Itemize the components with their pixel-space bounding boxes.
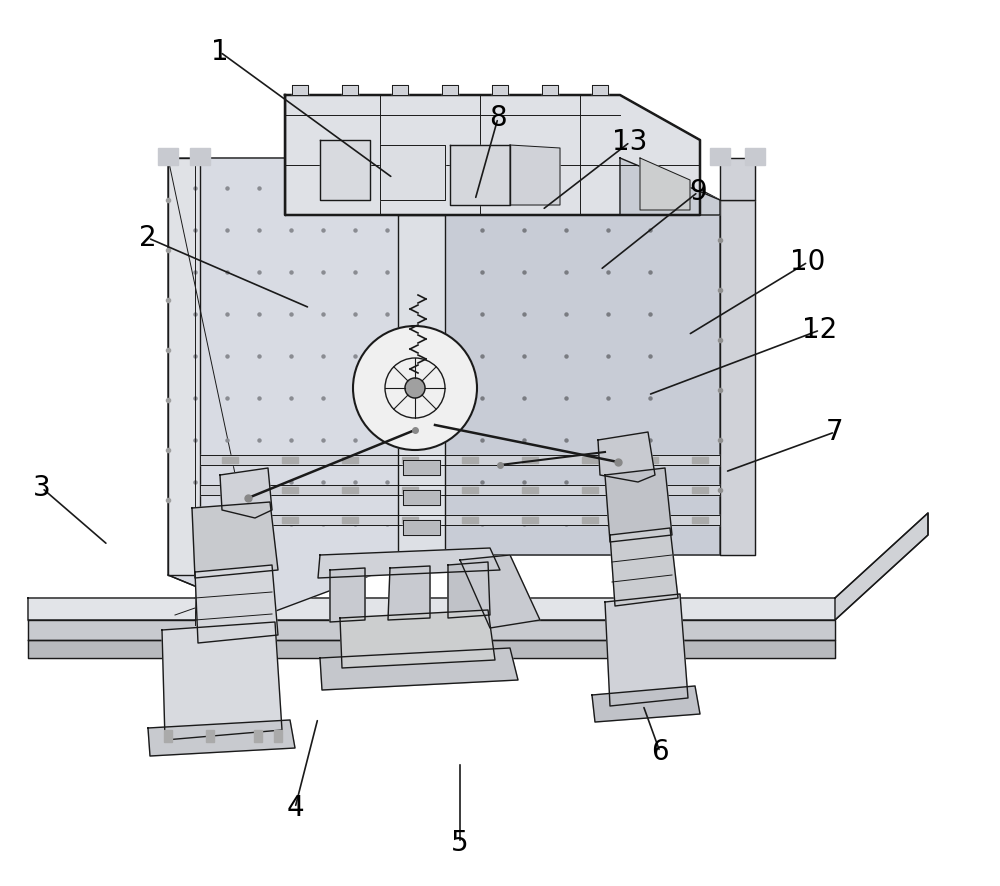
Polygon shape xyxy=(274,730,282,742)
Polygon shape xyxy=(206,730,214,742)
Polygon shape xyxy=(320,140,370,200)
Polygon shape xyxy=(605,468,672,542)
Polygon shape xyxy=(620,158,720,215)
Polygon shape xyxy=(745,148,765,165)
Polygon shape xyxy=(522,517,538,523)
Polygon shape xyxy=(28,640,835,658)
Polygon shape xyxy=(254,730,262,742)
Polygon shape xyxy=(285,95,700,215)
Polygon shape xyxy=(330,568,365,622)
Polygon shape xyxy=(510,145,560,205)
Polygon shape xyxy=(320,648,518,690)
Polygon shape xyxy=(340,610,495,668)
Polygon shape xyxy=(492,85,508,95)
Polygon shape xyxy=(462,457,478,463)
Polygon shape xyxy=(522,457,538,463)
Polygon shape xyxy=(592,85,608,95)
Text: 12: 12 xyxy=(802,316,838,344)
Polygon shape xyxy=(640,158,690,210)
Polygon shape xyxy=(162,622,282,740)
Polygon shape xyxy=(592,686,700,722)
Polygon shape xyxy=(342,517,358,523)
Polygon shape xyxy=(692,487,708,493)
Polygon shape xyxy=(642,517,658,523)
Polygon shape xyxy=(582,487,598,493)
Polygon shape xyxy=(835,513,928,620)
Polygon shape xyxy=(342,487,358,493)
Polygon shape xyxy=(542,85,558,95)
Polygon shape xyxy=(522,487,538,493)
Polygon shape xyxy=(642,457,658,463)
Polygon shape xyxy=(28,620,835,640)
Polygon shape xyxy=(392,85,408,95)
Polygon shape xyxy=(692,457,708,463)
Polygon shape xyxy=(582,457,598,463)
Polygon shape xyxy=(402,517,418,523)
Polygon shape xyxy=(164,730,172,742)
Polygon shape xyxy=(380,145,445,200)
Polygon shape xyxy=(720,200,755,555)
Text: 3: 3 xyxy=(33,474,51,502)
Text: 10: 10 xyxy=(790,248,826,276)
Polygon shape xyxy=(318,548,500,578)
Polygon shape xyxy=(195,565,278,643)
Text: 9: 9 xyxy=(689,178,707,206)
Polygon shape xyxy=(402,457,418,463)
Polygon shape xyxy=(450,145,510,205)
Text: 5: 5 xyxy=(451,829,469,857)
Polygon shape xyxy=(448,562,490,618)
Polygon shape xyxy=(462,517,478,523)
Polygon shape xyxy=(342,85,358,95)
Polygon shape xyxy=(402,487,418,493)
Polygon shape xyxy=(168,158,200,575)
Polygon shape xyxy=(222,487,238,493)
Polygon shape xyxy=(190,148,210,165)
Polygon shape xyxy=(460,555,540,628)
Circle shape xyxy=(353,326,477,450)
Text: 13: 13 xyxy=(612,128,648,156)
Polygon shape xyxy=(282,487,298,493)
Polygon shape xyxy=(158,148,178,165)
Polygon shape xyxy=(292,85,308,95)
Polygon shape xyxy=(403,520,440,535)
Circle shape xyxy=(405,378,425,398)
Polygon shape xyxy=(462,487,478,493)
Polygon shape xyxy=(192,502,278,578)
Polygon shape xyxy=(442,85,458,95)
Polygon shape xyxy=(282,457,298,463)
Polygon shape xyxy=(403,490,440,505)
Polygon shape xyxy=(610,528,678,606)
Polygon shape xyxy=(342,457,358,463)
Text: 1: 1 xyxy=(211,38,229,66)
Polygon shape xyxy=(598,432,655,482)
Text: 6: 6 xyxy=(651,738,669,766)
Polygon shape xyxy=(222,517,238,523)
Text: 8: 8 xyxy=(489,104,507,132)
Polygon shape xyxy=(222,457,238,463)
Polygon shape xyxy=(403,460,440,475)
Polygon shape xyxy=(148,720,295,756)
Polygon shape xyxy=(398,215,445,560)
Polygon shape xyxy=(605,594,688,706)
Polygon shape xyxy=(425,158,720,555)
Polygon shape xyxy=(720,158,755,200)
Polygon shape xyxy=(200,485,720,495)
Polygon shape xyxy=(388,566,430,620)
Polygon shape xyxy=(28,513,928,620)
Polygon shape xyxy=(692,517,708,523)
Text: 7: 7 xyxy=(826,418,844,446)
Polygon shape xyxy=(582,517,598,523)
Polygon shape xyxy=(220,468,272,518)
Polygon shape xyxy=(200,515,720,525)
Text: 4: 4 xyxy=(286,794,304,822)
Polygon shape xyxy=(168,158,425,615)
Polygon shape xyxy=(710,148,730,165)
Polygon shape xyxy=(282,517,298,523)
Polygon shape xyxy=(642,487,658,493)
Polygon shape xyxy=(200,455,720,465)
Text: 2: 2 xyxy=(139,224,157,252)
